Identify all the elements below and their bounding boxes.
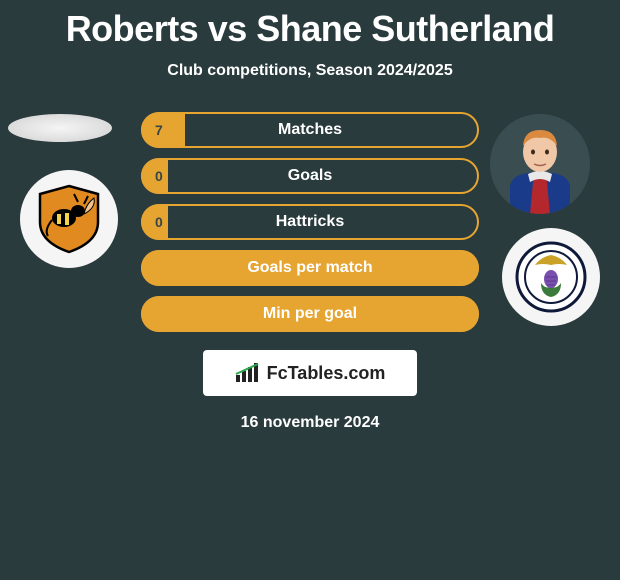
season-subtitle: Club competitions, Season 2024/2025 [0,62,620,80]
club-badge-left [20,170,118,268]
stat-label: Matches [141,112,479,148]
stat-bars: 7Matches 0Goals 0Hattricks Goals per match M… [141,112,479,332]
logo-text: FcTables.com [267,363,386,384]
bar-chart-icon [235,363,261,383]
page-title: Roberts vs Shane Sutherland [0,0,620,50]
stat-label: Hattricks [141,204,479,240]
stat-row: Goals per match [141,250,479,286]
stat-row: 0Hattricks [141,204,479,240]
stat-label: Min per goal [141,296,479,332]
stat-row: Min per goal [141,296,479,332]
stat-label: Goals per match [141,250,479,286]
stat-label: Goals [141,158,479,194]
club-badge-right [502,228,600,326]
stat-row: 7Matches [141,112,479,148]
player-left-avatar-placeholder [8,114,112,142]
inverness-crest-icon [515,241,587,313]
alloa-crest-icon [34,184,104,254]
fctables-logo: FcTables.com [203,350,417,396]
snapshot-date: 16 november 2024 [0,414,620,432]
comparison-panel: 7Matches 0Goals 0Hattricks Goals per match M… [0,112,620,332]
stat-row: 0Goals [141,158,479,194]
player-right-avatar [490,114,590,214]
player-portrait-icon [490,114,590,214]
